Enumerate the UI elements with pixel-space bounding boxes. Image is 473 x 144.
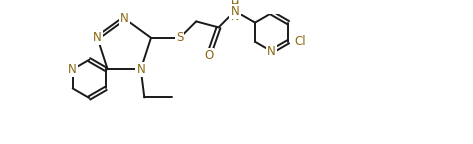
Text: S: S bbox=[176, 31, 184, 44]
Text: N: N bbox=[231, 5, 239, 18]
Text: O: O bbox=[204, 49, 213, 62]
Text: N: N bbox=[93, 31, 102, 44]
Text: Cl: Cl bbox=[295, 35, 306, 48]
Text: N: N bbox=[136, 63, 145, 76]
Text: H
N: H N bbox=[231, 0, 239, 22]
Text: N: N bbox=[68, 63, 77, 76]
Text: H: H bbox=[231, 1, 239, 11]
Text: N: N bbox=[120, 12, 129, 25]
Text: N: N bbox=[267, 45, 276, 58]
